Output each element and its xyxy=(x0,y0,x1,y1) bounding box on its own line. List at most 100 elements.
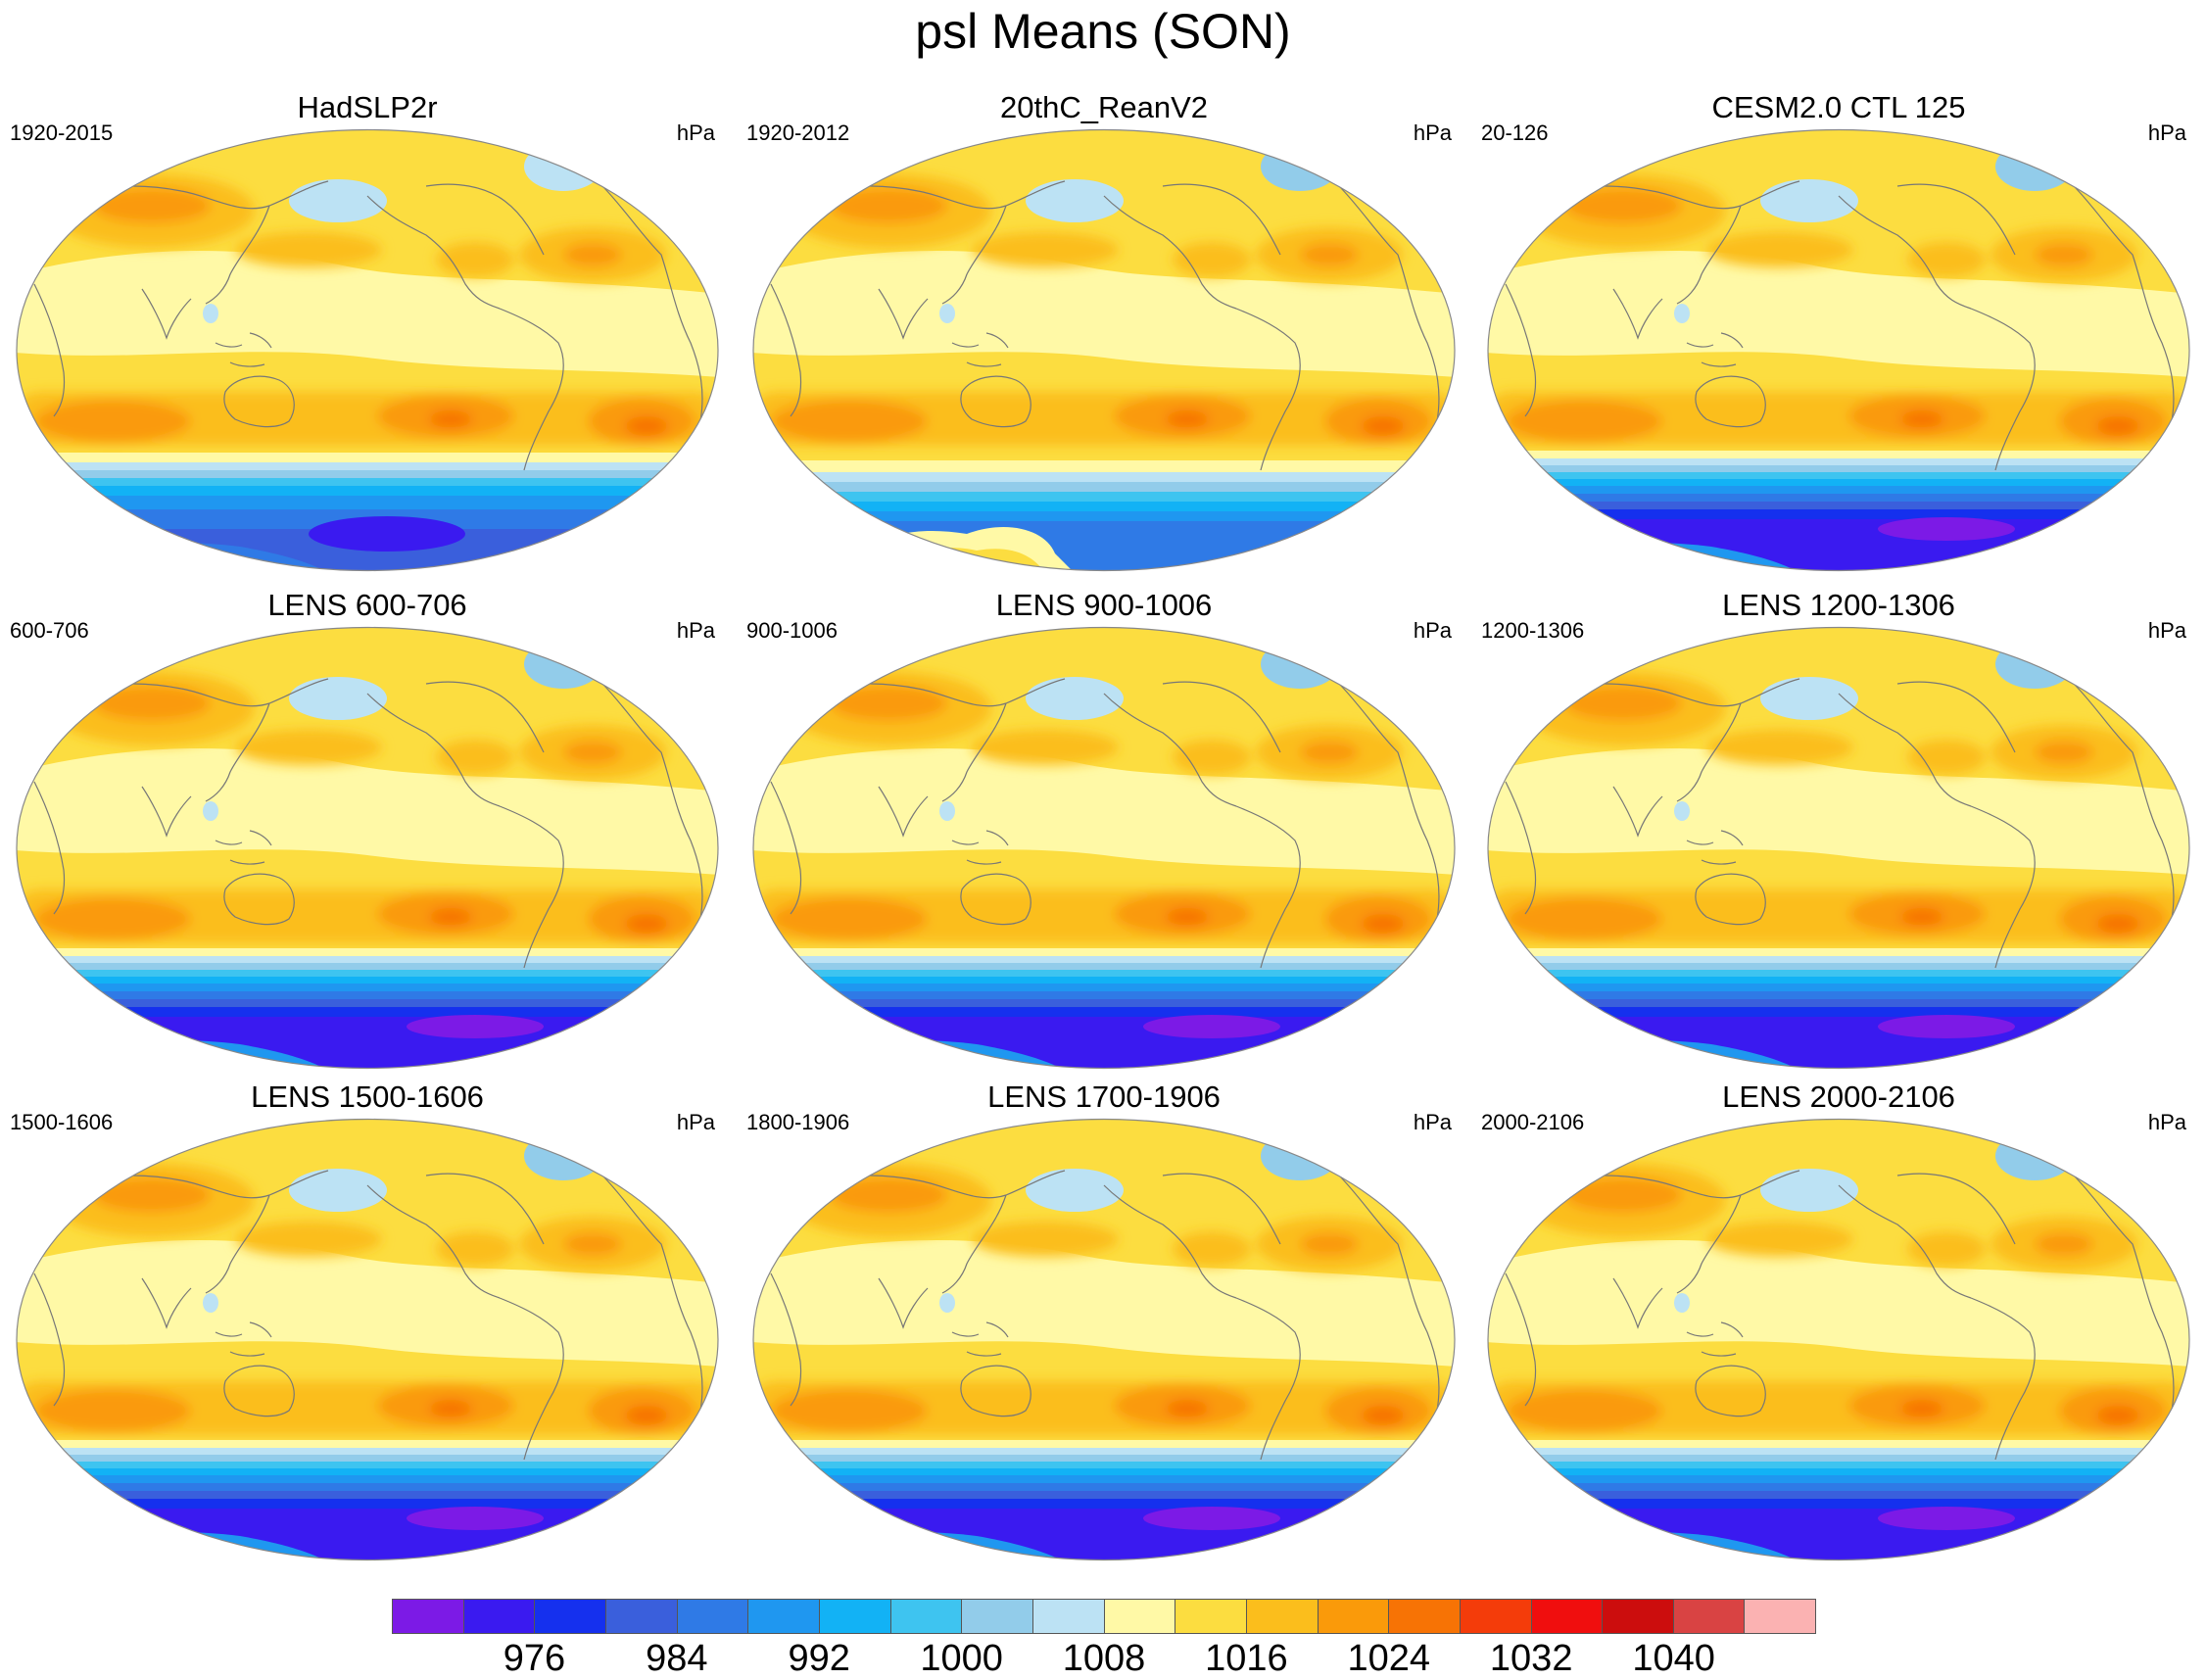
panel-years-label: 900-1006 xyxy=(746,618,838,643)
colorbar-tick-label: 992 xyxy=(788,1638,850,1679)
icelandic-low xyxy=(1261,640,1339,689)
equatorial-trough xyxy=(17,1240,718,1367)
panel-title: LENS 1700-1906 xyxy=(987,1080,1221,1114)
panel-title: CESM2.0 CTL 125 xyxy=(1711,90,1966,124)
panel-units-label: hPa xyxy=(676,618,715,643)
colorbar-swatch xyxy=(1318,1600,1390,1633)
map-panel: LENS 600-706 600-706 hPa xyxy=(0,586,735,1080)
equatorial-trough xyxy=(17,251,718,377)
panel-title: LENS 1200-1306 xyxy=(1722,588,1955,622)
panel-years-label: 1200-1306 xyxy=(1481,618,1585,643)
coastlines xyxy=(1505,1170,2175,1461)
map-outline xyxy=(1487,1118,2190,1561)
aleutian-low xyxy=(289,1169,387,1212)
map-outline xyxy=(752,128,1456,572)
colorbar-tick-label: 1032 xyxy=(1489,1638,1573,1679)
panel-units-label: hPa xyxy=(2147,120,2186,145)
map-panel: LENS 1500-1606 1500-1606 hPa xyxy=(0,1078,735,1572)
colorbar-swatch xyxy=(748,1600,820,1633)
panel-units-label: hPa xyxy=(1413,618,1452,643)
psl-map xyxy=(752,626,1456,1070)
map-outline xyxy=(16,1118,719,1561)
psl-map xyxy=(16,1118,719,1561)
colorbar-swatch xyxy=(1389,1600,1461,1633)
aleutian-low xyxy=(1026,677,1124,720)
icelandic-low xyxy=(524,640,602,689)
aleutian-low xyxy=(1026,179,1124,222)
colorbar-labels: 976 984 992 1000 1008 1016 1024 1032 1040 xyxy=(392,1638,1816,1680)
map-outline xyxy=(752,626,1456,1070)
map-panel: CESM2.0 CTL 125 20-126 hPa xyxy=(1471,88,2206,583)
panel-title: LENS 600-706 xyxy=(267,588,467,622)
map-outline xyxy=(16,626,719,1070)
psl-map xyxy=(752,1118,1456,1561)
colorbar-tick-label: 1000 xyxy=(920,1638,1003,1679)
psl-map xyxy=(16,128,719,572)
panel-years-label: 1920-2012 xyxy=(746,120,850,145)
icelandic-low xyxy=(1261,142,1339,191)
panel-years-label: 600-706 xyxy=(10,618,89,643)
panel-units-label: hPa xyxy=(676,120,715,145)
colorbar-tick-label: 984 xyxy=(646,1638,708,1679)
aleutian-low xyxy=(289,179,387,222)
map-outline xyxy=(1487,626,2190,1070)
bay-of-bengal-low xyxy=(203,1293,218,1313)
bay-of-bengal-low xyxy=(1674,1293,1690,1313)
panel-units-label: hPa xyxy=(1413,120,1452,145)
bay-of-bengal-low xyxy=(1674,304,1690,323)
icelandic-low xyxy=(524,1131,602,1180)
psl-map xyxy=(1487,626,2190,1070)
panel-years-label: 20-126 xyxy=(1481,120,1549,145)
map-outline xyxy=(752,1118,1456,1561)
colorbar-swatch xyxy=(1175,1600,1247,1633)
panel-units-label: hPa xyxy=(1413,1110,1452,1134)
colorbar-swatch xyxy=(535,1600,606,1633)
psl-map xyxy=(16,626,719,1070)
coastlines xyxy=(1505,180,2175,471)
panel-years-label: 1500-1606 xyxy=(10,1110,114,1134)
colorbar-swatch xyxy=(1104,1600,1176,1633)
map-panel: HadSLP2r 1920-2015 hPa xyxy=(0,88,735,583)
panel-units-label: hPa xyxy=(676,1110,715,1134)
equatorial-trough xyxy=(753,1240,1455,1367)
colorbar-swatch xyxy=(393,1600,464,1633)
aleutian-low xyxy=(1026,1169,1124,1212)
colorbar-swatch xyxy=(1531,1600,1604,1633)
figure-title: psl Means (SON) xyxy=(915,4,1291,59)
psl-map xyxy=(752,128,1456,572)
panel-years-label: 1920-2015 xyxy=(10,120,114,145)
map-outline xyxy=(1487,128,2190,572)
colorbar xyxy=(392,1599,1816,1634)
colorbar-tick-label: 1016 xyxy=(1205,1638,1288,1679)
icelandic-low xyxy=(1261,1131,1339,1180)
panel-title: 20thC_ReanV2 xyxy=(1000,90,1208,124)
equatorial-trough xyxy=(1488,1240,2189,1367)
panel-units-label: hPa xyxy=(2147,1110,2186,1134)
icelandic-low xyxy=(1995,1131,2074,1180)
psl-map xyxy=(1487,128,2190,572)
panel-title: LENS 1500-1606 xyxy=(251,1080,484,1114)
equatorial-trough xyxy=(17,748,718,875)
map-panel: LENS 1200-1306 1200-1306 hPa xyxy=(1471,586,2206,1080)
equatorial-trough xyxy=(1488,748,2189,875)
aleutian-low xyxy=(1760,677,1858,720)
panel-years-label: 1800-1906 xyxy=(746,1110,850,1134)
coastlines xyxy=(770,180,1440,471)
colorbar-swatch xyxy=(605,1600,678,1633)
colorbar-tick-label: 1024 xyxy=(1347,1638,1431,1679)
bay-of-bengal-low xyxy=(939,801,955,821)
coastlines xyxy=(1505,678,2175,969)
equatorial-trough xyxy=(753,748,1455,875)
colorbar-swatch xyxy=(890,1600,963,1633)
colorbar-swatch xyxy=(677,1600,749,1633)
aleutian-low xyxy=(1760,179,1858,222)
aleutian-low xyxy=(289,677,387,720)
bay-of-bengal-low xyxy=(939,304,955,323)
panel-title: LENS 900-1006 xyxy=(995,588,1213,622)
aleutian-low xyxy=(1760,1169,1858,1212)
icelandic-low xyxy=(1995,640,2074,689)
colorbar-swatch xyxy=(1460,1600,1532,1633)
colorbar-swatch xyxy=(1673,1600,1746,1633)
colorbar-tick-label: 976 xyxy=(503,1638,566,1679)
colorbar-swatch xyxy=(1603,1600,1674,1633)
